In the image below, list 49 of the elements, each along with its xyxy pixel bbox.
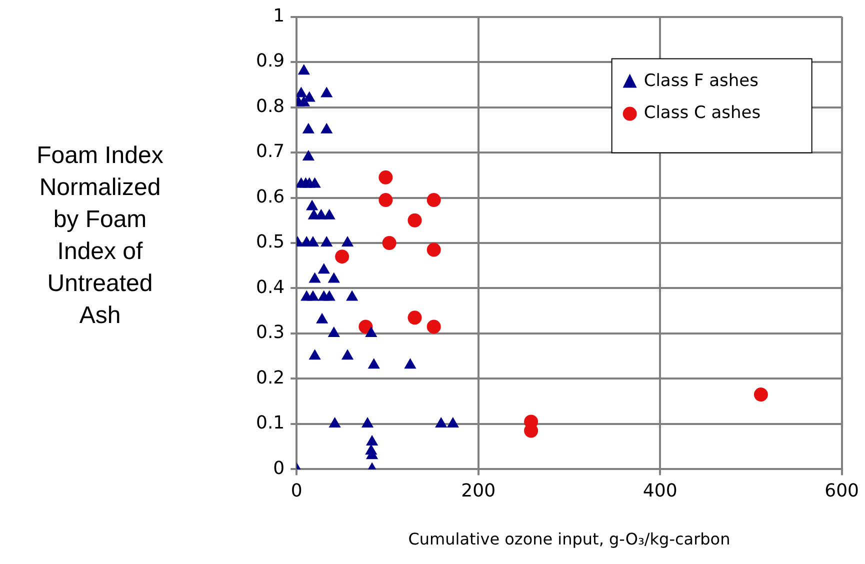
y-tick-label: 0.2 <box>256 367 285 388</box>
x-tick-label: 400 <box>642 480 678 502</box>
y-tick-label: 0.7 <box>256 141 285 162</box>
y-axis-title: Foam Index Normalized by Foam Index of Untreated Ash <box>36 141 164 331</box>
point <box>302 122 314 134</box>
point <box>298 96 310 106</box>
point <box>368 358 380 369</box>
point <box>446 416 459 428</box>
point <box>328 416 341 428</box>
y-tick-label: 0.5 <box>256 232 285 253</box>
y-tick-label: 0.6 <box>256 186 285 208</box>
point <box>365 326 378 337</box>
point <box>320 122 333 134</box>
y-tick-label: 0.1 <box>256 412 285 434</box>
point <box>323 208 336 220</box>
point <box>341 349 354 360</box>
y-tick-label: 0.9 <box>256 50 285 72</box>
point <box>308 177 321 188</box>
legend-label: Class C ashes <box>644 103 761 124</box>
x-axis-title: Cumulative ozone input, g-O₃/kg-carbon <box>408 530 730 549</box>
y-tick-label: 0.8 <box>256 96 285 117</box>
x-tick-label: 200 <box>461 480 496 502</box>
point <box>308 272 321 283</box>
point <box>435 416 448 428</box>
point <box>298 64 310 75</box>
y-tick-label: 1 <box>273 5 285 26</box>
y-tick-label: 0.3 <box>256 322 285 344</box>
point <box>320 236 333 246</box>
point <box>306 290 320 301</box>
point <box>341 236 354 246</box>
legend-label: Class F ashes <box>644 71 759 92</box>
y-tick-label: 0 <box>273 458 285 479</box>
point <box>328 272 340 283</box>
point <box>306 200 318 210</box>
x-tick-label: 0 <box>290 480 302 502</box>
x-tick-label: 600 <box>824 480 859 502</box>
point <box>302 150 314 161</box>
point <box>316 312 328 324</box>
point <box>361 416 374 428</box>
point <box>366 435 378 446</box>
point <box>318 263 330 274</box>
point <box>328 326 340 337</box>
y-tick-label: 0.4 <box>256 276 285 298</box>
point <box>320 86 333 98</box>
point <box>323 290 336 301</box>
point <box>296 86 308 98</box>
point <box>346 290 358 301</box>
point <box>308 349 321 360</box>
point <box>404 358 416 369</box>
